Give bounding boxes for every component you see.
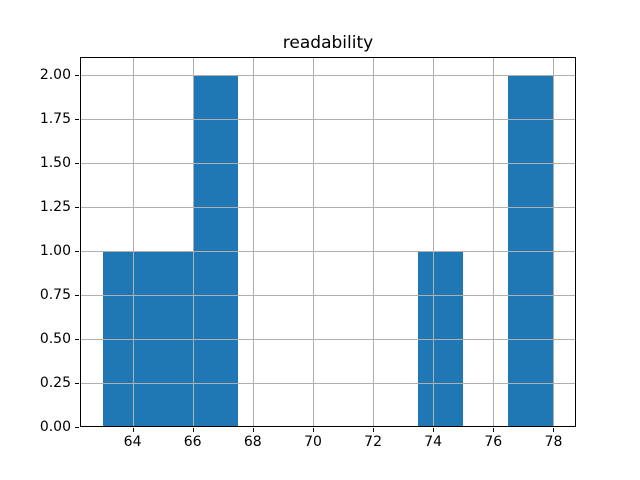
- y-tick-mark: [75, 427, 79, 428]
- y-tick-label: 0.00: [39, 419, 71, 435]
- histogram-bar: [418, 250, 464, 427]
- gridline-vertical: [373, 57, 374, 427]
- y-tick-mark: [75, 119, 79, 120]
- gridline-horizontal: [80, 75, 576, 76]
- y-tick-mark: [75, 295, 79, 296]
- x-tick-mark: [553, 428, 554, 432]
- gridline-horizontal: [80, 426, 576, 427]
- y-tick-label: 0.75: [39, 286, 71, 303]
- x-tick-mark: [373, 428, 374, 432]
- x-tick-mark: [493, 428, 494, 432]
- y-tick-label: 1.25: [39, 198, 71, 215]
- y-tick-mark: [75, 163, 79, 164]
- x-tick-mark: [433, 428, 434, 432]
- y-tick-label: 0.25: [39, 375, 71, 391]
- x-tick-mark: [193, 428, 194, 432]
- gridline-horizontal: [80, 339, 576, 340]
- grid-layer: [80, 57, 576, 427]
- x-tick-mark: [133, 428, 134, 432]
- gridline-horizontal: [80, 383, 576, 384]
- y-tick-mark: [75, 251, 79, 252]
- bars-layer: [80, 57, 576, 427]
- y-tick-label: 1.00: [39, 242, 71, 259]
- x-tick-mark: [313, 428, 314, 432]
- histogram-bar: [102, 250, 148, 427]
- y-tick-mark: [75, 339, 79, 340]
- gridline-vertical: [553, 57, 554, 427]
- y-tick-label: 1.50: [39, 154, 71, 171]
- histogram-bar: [192, 74, 238, 427]
- gridline-vertical: [313, 57, 314, 427]
- gridline-horizontal: [80, 295, 576, 296]
- histogram-bar: [147, 250, 193, 427]
- x-tick-label: 76: [484, 434, 503, 450]
- gridline-horizontal: [80, 163, 576, 164]
- x-tick-label: 72: [364, 434, 382, 450]
- x-tick-label: 66: [183, 434, 202, 450]
- gridline-horizontal: [80, 251, 576, 252]
- x-tick-label: 70: [304, 434, 322, 450]
- gridline-horizontal: [80, 207, 576, 208]
- plot-area: [80, 57, 576, 427]
- gridline-vertical: [433, 57, 434, 427]
- histogram-bar: [508, 74, 554, 427]
- gridline-vertical: [493, 57, 494, 427]
- x-tick-mark: [253, 428, 254, 432]
- gridline-vertical: [133, 57, 134, 427]
- gridline-vertical: [253, 57, 254, 427]
- y-tick-mark: [75, 207, 79, 208]
- x-tick-label: 68: [243, 434, 262, 450]
- y-tick-label: 1.75: [39, 110, 71, 127]
- chart-title: readability: [282, 33, 374, 53]
- x-tick-label: 64: [123, 434, 142, 450]
- y-tick-label: 2.00: [39, 66, 71, 83]
- gridline-horizontal: [80, 119, 576, 120]
- y-tick-mark: [75, 75, 79, 76]
- y-tick-label: 0.50: [39, 330, 71, 347]
- x-tick-label: 74: [424, 434, 443, 450]
- x-tick-label: 78: [544, 434, 563, 450]
- gridline-vertical: [193, 57, 194, 427]
- y-tick-mark: [75, 383, 79, 384]
